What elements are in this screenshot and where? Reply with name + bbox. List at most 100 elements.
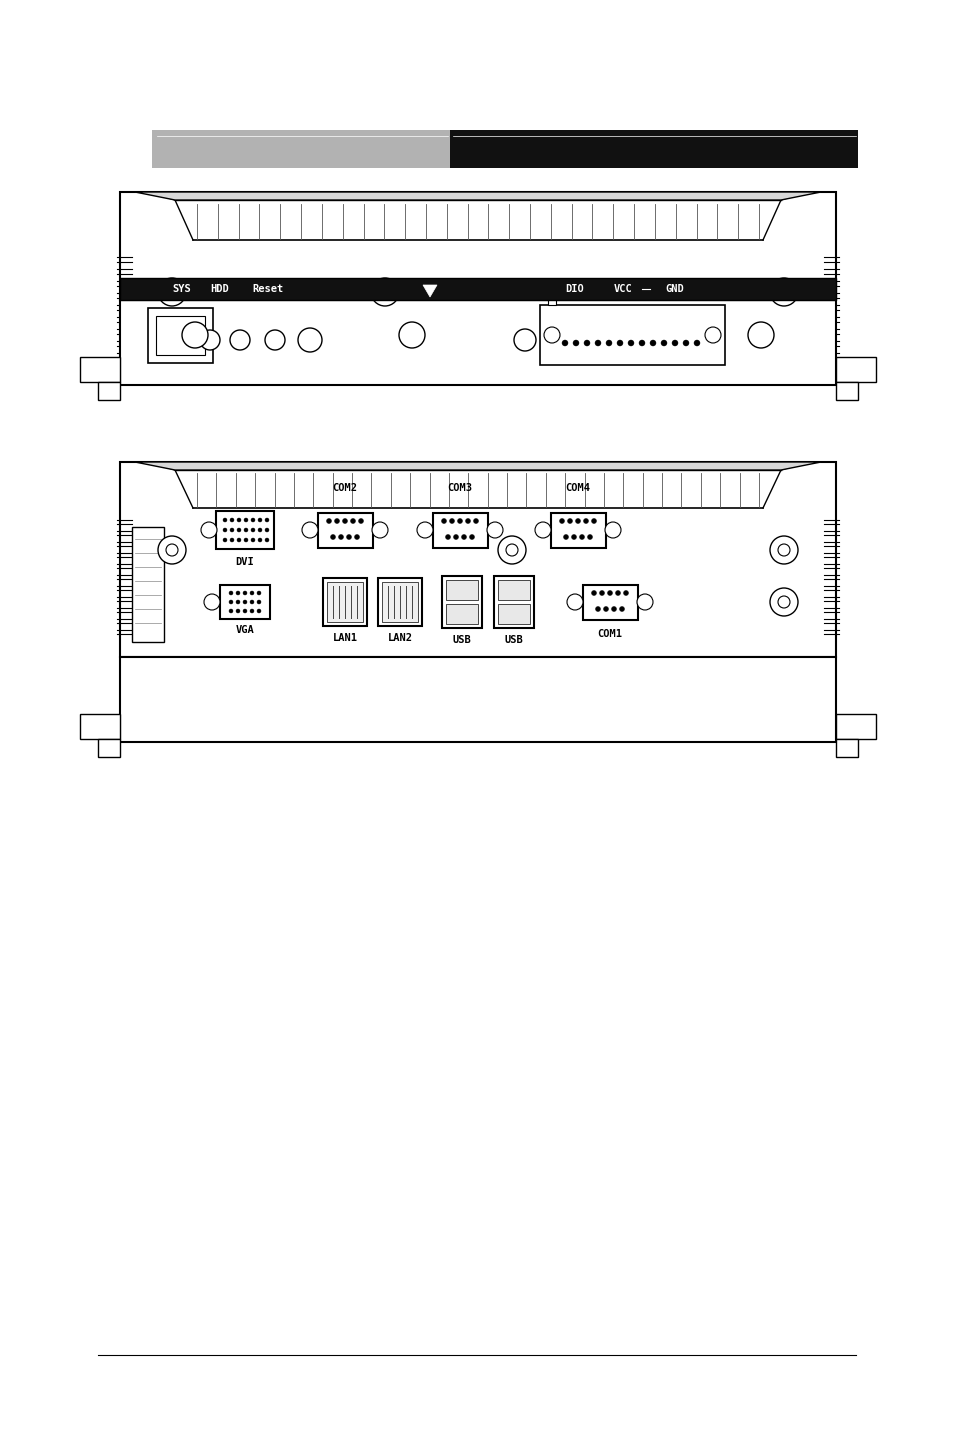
Text: COM2: COM2: [333, 483, 357, 493]
Circle shape: [416, 522, 433, 538]
Circle shape: [595, 607, 599, 611]
Circle shape: [603, 607, 608, 611]
Circle shape: [158, 278, 186, 305]
Bar: [539, 305, 724, 366]
Circle shape: [229, 591, 233, 595]
Circle shape: [497, 536, 525, 564]
Bar: [120, 278, 835, 300]
Circle shape: [607, 591, 612, 595]
Bar: [327, 582, 363, 622]
Circle shape: [256, 591, 261, 595]
Bar: [582, 585, 638, 619]
Circle shape: [595, 340, 600, 346]
Circle shape: [573, 340, 578, 346]
Circle shape: [627, 340, 634, 346]
Circle shape: [535, 522, 551, 538]
Circle shape: [587, 535, 592, 539]
Circle shape: [449, 519, 454, 523]
Bar: [835, 714, 875, 739]
Circle shape: [441, 519, 446, 523]
Circle shape: [265, 538, 269, 542]
Circle shape: [250, 599, 253, 604]
Bar: [835, 739, 857, 757]
Circle shape: [335, 519, 339, 523]
Circle shape: [326, 519, 331, 523]
Bar: [547, 297, 556, 305]
Circle shape: [251, 538, 254, 542]
Bar: [441, 576, 481, 628]
Circle shape: [166, 285, 178, 298]
Circle shape: [604, 522, 620, 538]
Circle shape: [338, 535, 343, 539]
Bar: [317, 513, 373, 548]
Circle shape: [591, 519, 596, 523]
Bar: [494, 576, 534, 628]
Circle shape: [514, 328, 536, 351]
Circle shape: [682, 340, 688, 346]
Bar: [152, 130, 450, 168]
Circle shape: [230, 518, 233, 522]
Circle shape: [372, 522, 388, 538]
Circle shape: [649, 340, 656, 346]
Circle shape: [563, 535, 568, 539]
Circle shape: [230, 528, 233, 532]
Circle shape: [747, 323, 773, 348]
Circle shape: [257, 518, 262, 522]
Circle shape: [617, 340, 622, 346]
Circle shape: [223, 538, 227, 542]
Circle shape: [243, 609, 247, 612]
Circle shape: [571, 535, 576, 539]
Circle shape: [235, 599, 240, 604]
Text: COM1: COM1: [597, 630, 622, 640]
Circle shape: [265, 330, 285, 350]
Bar: [80, 714, 120, 739]
Polygon shape: [135, 462, 821, 470]
Bar: [98, 739, 120, 757]
Circle shape: [778, 597, 789, 608]
Bar: [446, 604, 477, 624]
Bar: [450, 130, 857, 168]
Circle shape: [236, 518, 241, 522]
Bar: [422, 303, 456, 377]
Bar: [433, 513, 488, 548]
Bar: [156, 315, 205, 356]
Text: DIO: DIO: [565, 284, 584, 294]
Circle shape: [342, 519, 347, 523]
Circle shape: [297, 328, 322, 351]
Circle shape: [637, 594, 652, 609]
Polygon shape: [135, 192, 821, 199]
Circle shape: [251, 518, 254, 522]
Circle shape: [251, 528, 254, 532]
Bar: [835, 381, 857, 400]
Circle shape: [769, 536, 797, 564]
Text: SYS: SYS: [172, 284, 192, 294]
Circle shape: [778, 543, 789, 556]
Circle shape: [229, 609, 233, 612]
Bar: [323, 578, 367, 627]
Circle shape: [567, 519, 572, 523]
Circle shape: [158, 536, 186, 564]
Bar: [377, 578, 421, 627]
Circle shape: [558, 519, 564, 523]
Text: Reset: Reset: [253, 284, 283, 294]
Circle shape: [230, 538, 233, 542]
Circle shape: [355, 535, 359, 539]
Circle shape: [250, 591, 253, 595]
Circle shape: [243, 591, 247, 595]
Circle shape: [378, 285, 391, 298]
Circle shape: [583, 340, 589, 346]
Bar: [120, 300, 835, 384]
Circle shape: [257, 538, 262, 542]
Bar: [132, 528, 164, 642]
Circle shape: [256, 599, 261, 604]
Circle shape: [473, 519, 478, 523]
Bar: [497, 604, 530, 624]
Circle shape: [583, 519, 588, 523]
Circle shape: [265, 528, 269, 532]
Circle shape: [236, 538, 241, 542]
Bar: [220, 585, 270, 619]
Circle shape: [693, 340, 700, 346]
Circle shape: [256, 609, 261, 612]
Polygon shape: [422, 285, 436, 297]
Circle shape: [230, 330, 250, 350]
